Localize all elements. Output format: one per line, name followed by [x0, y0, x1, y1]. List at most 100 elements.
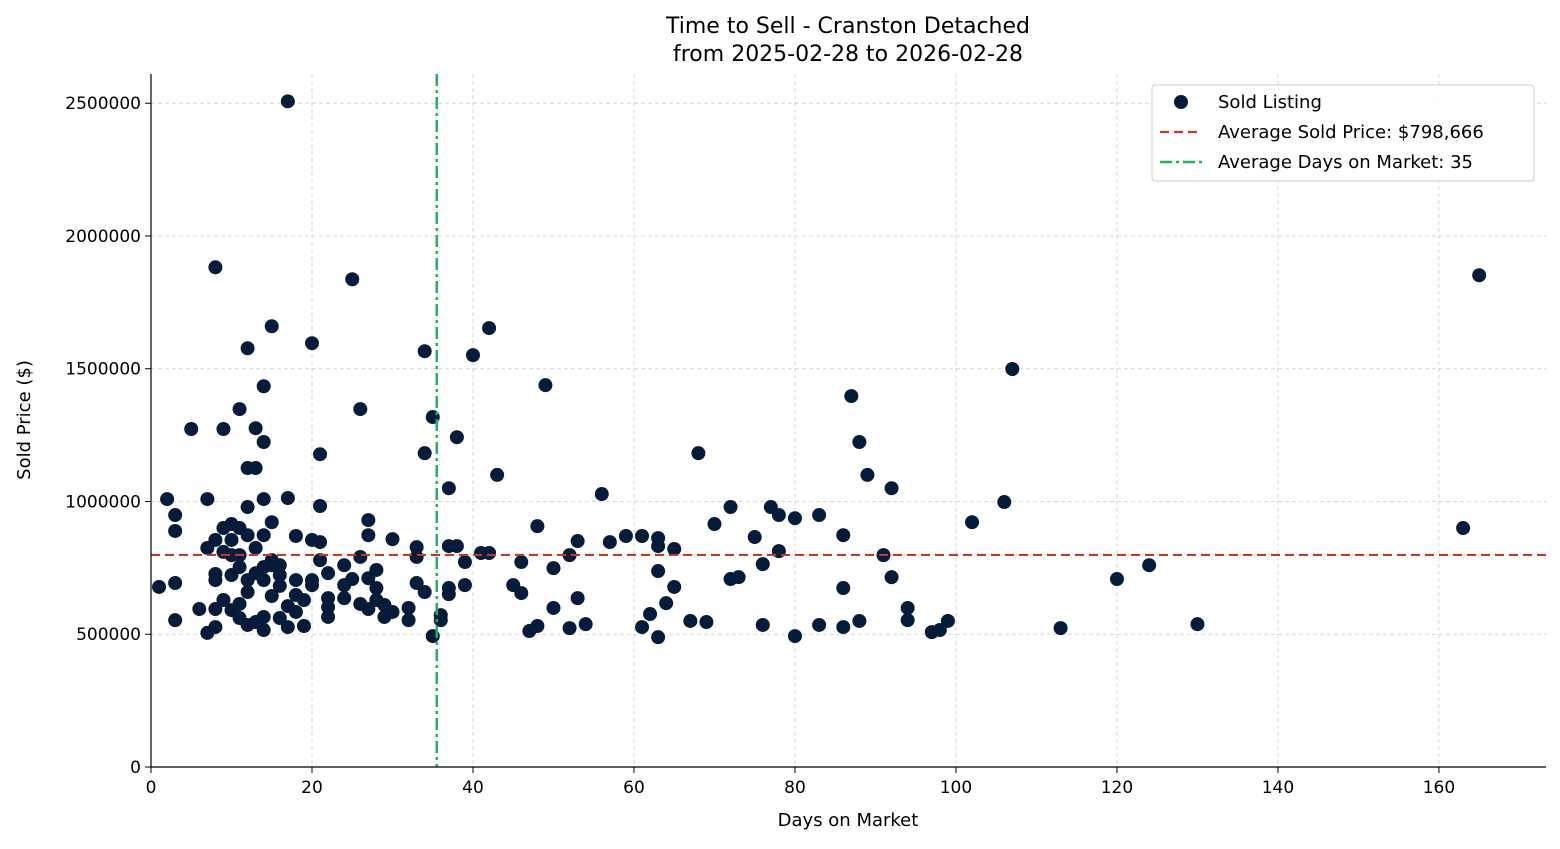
data-point	[216, 544, 231, 559]
data-point	[264, 589, 279, 604]
data-point	[168, 613, 183, 628]
data-point	[924, 625, 939, 640]
data-point	[417, 344, 432, 359]
data-point	[152, 579, 167, 594]
data-point	[860, 467, 875, 482]
data-point	[208, 573, 223, 588]
x-tick-label: 60	[623, 778, 645, 798]
data-point	[417, 446, 432, 461]
x-tick-label: 20	[301, 778, 323, 798]
data-point	[482, 321, 497, 336]
data-point	[168, 523, 183, 538]
data-point	[288, 573, 303, 588]
data-point	[562, 621, 577, 636]
data-point	[313, 553, 328, 568]
data-point	[417, 585, 432, 600]
data-point	[256, 528, 271, 543]
data-point	[643, 607, 658, 622]
data-point	[208, 620, 223, 635]
data-point	[345, 272, 360, 287]
data-point	[369, 581, 384, 596]
data-point	[304, 578, 319, 593]
data-point	[787, 511, 802, 526]
data-point	[651, 564, 666, 579]
data-point	[248, 421, 263, 436]
legend-marker-sold	[1174, 95, 1188, 109]
data-point	[900, 600, 915, 615]
data-point	[313, 447, 328, 462]
data-point	[224, 532, 239, 547]
data-point	[441, 587, 456, 602]
data-point	[200, 492, 215, 507]
data-point	[160, 492, 175, 507]
data-point	[240, 528, 255, 543]
data-point	[965, 515, 980, 530]
y-tick-label: 2500000	[65, 94, 141, 114]
data-point	[618, 529, 633, 543]
chart-title: Time to Sell - Cranston Detached	[665, 14, 1030, 39]
data-point	[264, 515, 279, 530]
data-point	[651, 630, 666, 645]
data-point	[490, 467, 505, 482]
data-point	[546, 600, 561, 615]
data-point	[192, 602, 207, 617]
x-tick-label: 120	[1101, 778, 1133, 798]
y-tick-label: 2000000	[65, 227, 141, 247]
data-point	[321, 609, 336, 624]
data-point	[256, 492, 271, 507]
data-point	[1190, 617, 1205, 632]
data-point	[208, 602, 223, 617]
data-point	[755, 557, 770, 572]
data-point	[337, 591, 352, 606]
data-point	[997, 495, 1012, 510]
data-point	[288, 529, 303, 543]
data-point	[884, 570, 899, 585]
data-point	[707, 517, 722, 532]
data-point	[562, 548, 577, 563]
data-point	[1053, 621, 1068, 636]
x-tick-label: 140	[1262, 778, 1294, 798]
data-point	[852, 435, 867, 450]
data-point	[409, 549, 424, 564]
data-point	[353, 549, 368, 564]
axis-ticks: 0 20 40 60 80 100 120 140 160 0 500000 1000000 15000…	[65, 94, 1455, 798]
data-point	[635, 529, 650, 543]
x-tick-label: 160	[1423, 778, 1455, 798]
y-tick-label: 500000	[76, 625, 141, 645]
data-point	[530, 519, 545, 534]
data-point	[836, 620, 851, 635]
data-point	[1456, 521, 1471, 536]
data-point	[337, 578, 352, 593]
x-axis-label: Days on Market	[778, 810, 919, 831]
data-point	[514, 555, 529, 570]
y-axis-label: Sold Price ($)	[14, 360, 35, 480]
data-point	[747, 530, 762, 545]
data-point	[401, 613, 416, 628]
data-point	[168, 508, 183, 523]
data-point	[208, 260, 223, 275]
data-point	[401, 600, 416, 615]
y-tick-label: 1000000	[65, 492, 141, 512]
data-point	[514, 586, 529, 601]
data-point	[272, 611, 287, 626]
legend-label-avg-days: Average Days on Market: 35	[1218, 152, 1473, 173]
data-point	[449, 430, 464, 445]
data-point	[280, 94, 295, 109]
data-point	[296, 619, 311, 634]
data-point	[361, 528, 376, 543]
data-point	[337, 558, 352, 573]
legend-label-sold: Sold Listing	[1218, 92, 1322, 113]
data-point	[216, 421, 231, 436]
y-tick-label: 0	[130, 758, 141, 778]
data-point	[482, 545, 497, 560]
data-point	[264, 319, 279, 334]
data-point	[787, 629, 802, 644]
data-point	[248, 566, 263, 581]
legend-label-avg-price: Average Sold Price: $798,666	[1218, 122, 1484, 143]
data-point	[224, 603, 239, 618]
data-point	[313, 498, 328, 513]
data-point	[1142, 558, 1157, 573]
data-point	[667, 579, 682, 594]
data-point	[441, 481, 456, 496]
